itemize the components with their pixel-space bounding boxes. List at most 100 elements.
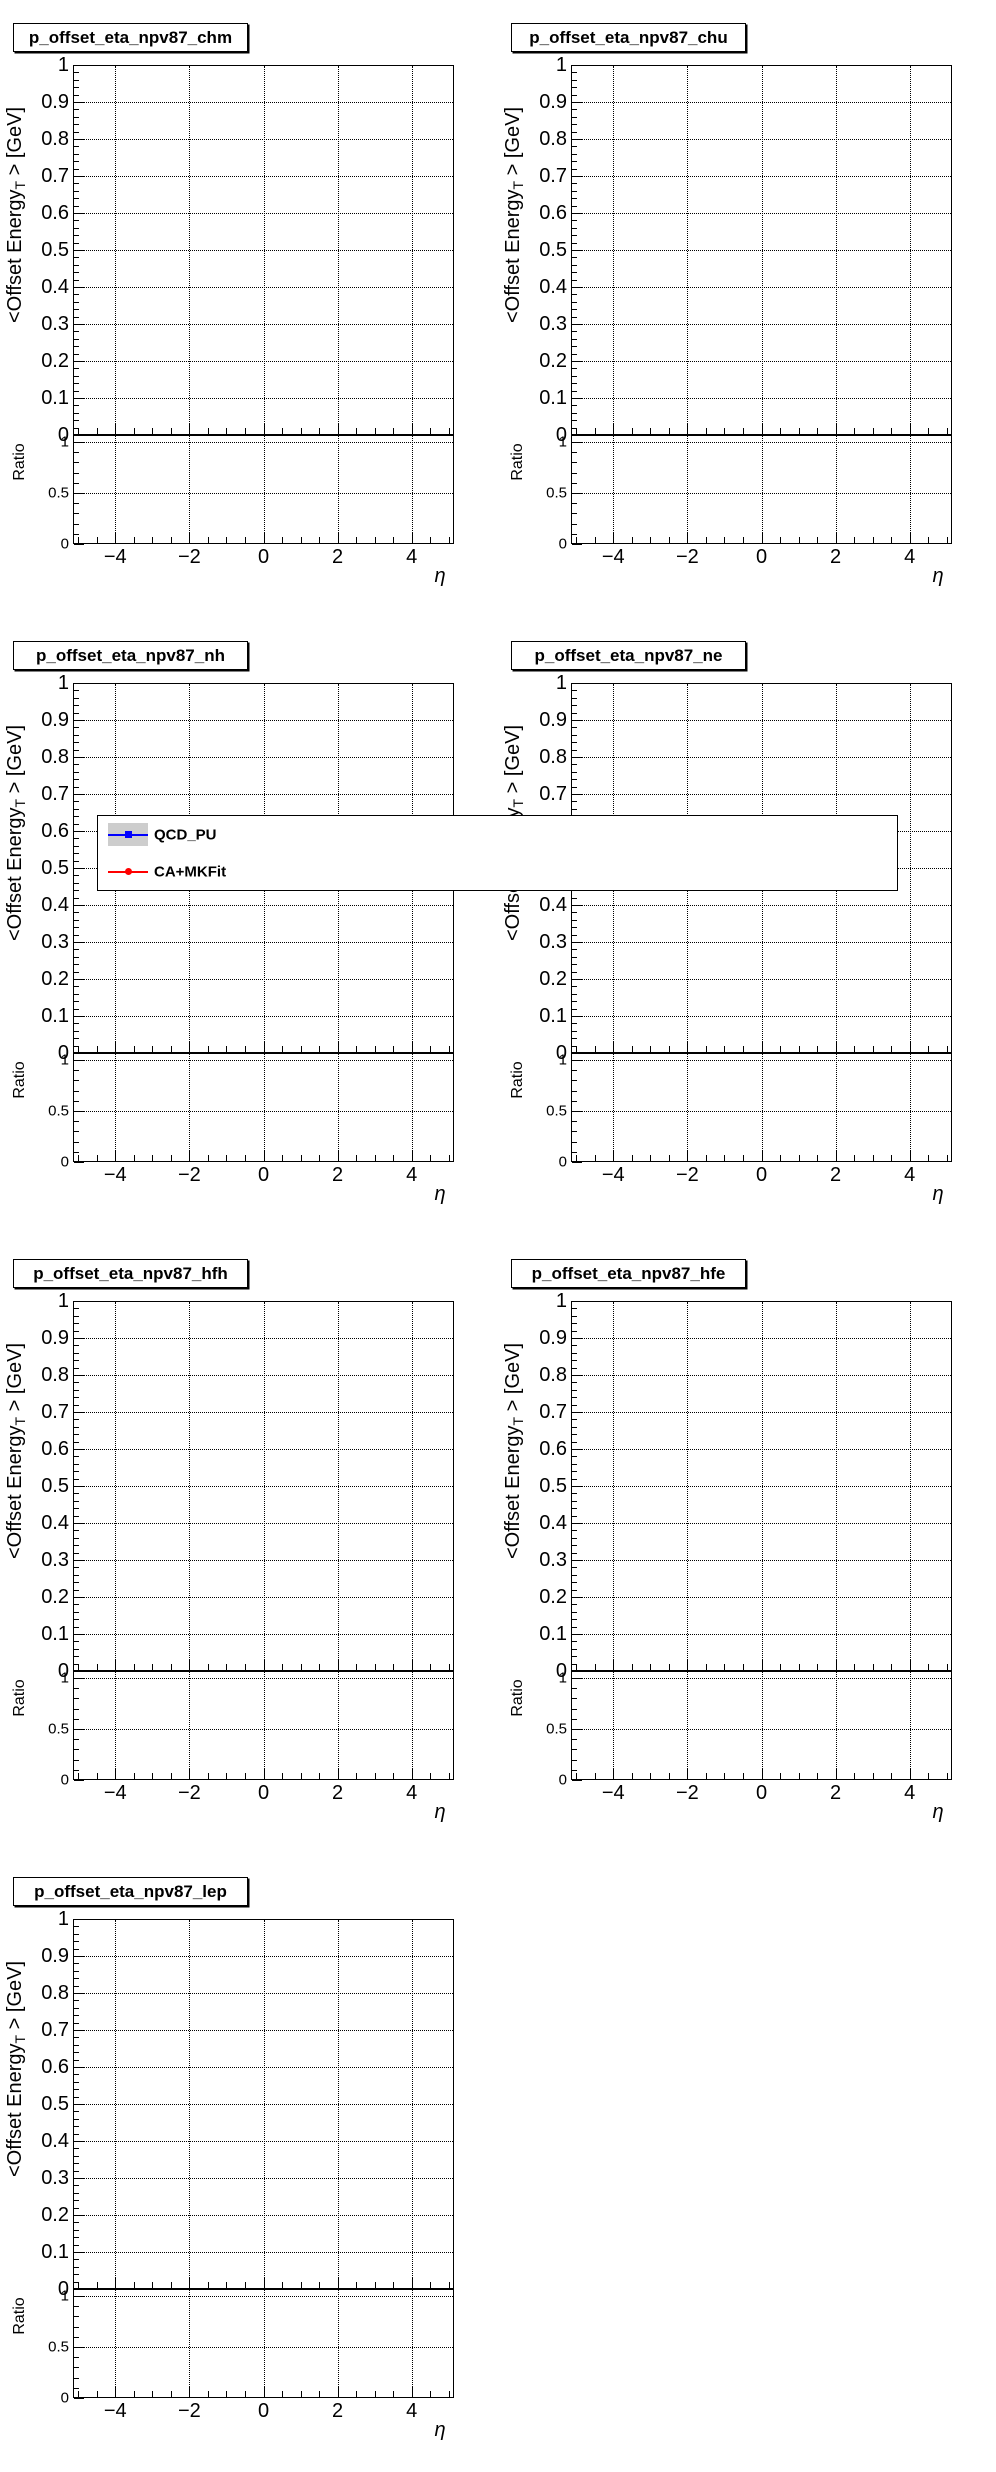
ratio-y-axis-tick (572, 493, 582, 494)
ratio-y-axis-tick (74, 1141, 79, 1143)
ratio-y-axis-tick (572, 1141, 577, 1143)
ratio-y-axis-tick (74, 1090, 79, 1092)
y-axis-tick (572, 1323, 577, 1325)
y-axis-tick (572, 94, 577, 96)
y-axis-tick (572, 779, 577, 781)
y-axis-tick (74, 831, 85, 832)
x-axis-tick (263, 1041, 265, 1052)
y-axis-tick (74, 1919, 85, 1920)
gridline-horizontal (572, 176, 951, 177)
y-axis-tick (74, 934, 79, 936)
x-axis-tick (430, 1664, 432, 1670)
x-axis-tick (891, 428, 893, 434)
x-axis-tick (668, 1773, 670, 1779)
ratio-y-axis-tick (74, 472, 79, 474)
x-axis-tick (761, 1659, 763, 1670)
x-axis-tick (152, 537, 154, 543)
y-axis-tick (572, 1441, 577, 1443)
y-axis-tick (74, 986, 79, 988)
gridline-horizontal (572, 905, 951, 906)
y-axis-tick (74, 2000, 79, 2002)
y-axis-tick (74, 375, 79, 377)
main-y-tick-label: 0.4 (41, 2130, 69, 2152)
y-axis-tick (572, 1582, 577, 1584)
y-axis-tick (572, 1626, 577, 1628)
ratio-y-axis-tick (572, 1090, 577, 1092)
x-axis-tick (337, 2277, 339, 2288)
x-axis-tick (96, 2391, 98, 2397)
x-axis-tick (817, 1046, 819, 1052)
ratio-y-axis-tick (74, 2347, 84, 2348)
gridline-vertical (835, 1672, 837, 1779)
y-axis-tick (74, 1641, 79, 1643)
main-y-tick-label: 0.9 (539, 1327, 567, 1349)
x-axis-tick (263, 1150, 265, 1161)
y-axis-tick (74, 942, 85, 943)
x-axis-tick (337, 423, 339, 434)
y-axis-tick (74, 1926, 79, 1928)
gridline-horizontal (74, 1486, 453, 1487)
x-axis-tick (909, 1768, 911, 1779)
y-axis-tick (74, 1530, 79, 1532)
y-axis-tick (74, 2289, 85, 2290)
plot-title: p_offset_eta_npv87_nh (36, 645, 225, 665)
gridline-vertical (761, 1672, 763, 1779)
main-y-tick-label: 0.8 (539, 746, 567, 768)
gridline-horizontal (572, 250, 951, 251)
x-axis-tick (133, 2391, 135, 2397)
y-axis-tick (74, 1493, 79, 1495)
y-axis-tick (74, 1053, 85, 1054)
main-y-tick-label: 0.3 (539, 313, 567, 335)
x-axis-title-eta: η (434, 2419, 446, 2441)
x-axis-tick (724, 537, 726, 543)
ratio-y-axis-tick (74, 1121, 79, 1123)
y-axis-tick (572, 190, 577, 192)
y-axis-tick (572, 942, 583, 943)
x-axis-tick (835, 1659, 837, 1670)
y-axis-tick (572, 897, 577, 899)
gridline-horizontal (74, 2252, 453, 2253)
y-axis-tick (74, 823, 79, 825)
y-axis-tick (74, 2252, 85, 2253)
x-axis-tick (170, 428, 172, 434)
y-axis-tick (572, 749, 577, 751)
x-axis-tick (319, 537, 321, 543)
gridline-vertical (263, 1054, 265, 1161)
y-axis-tick (74, 1567, 79, 1569)
y-axis-tick (74, 361, 85, 362)
x-axis-tick (817, 1155, 819, 1161)
y-axis-tick (74, 1434, 79, 1436)
legend-entry: QCD_PU (98, 816, 897, 853)
x-axis-tick (448, 2282, 450, 2288)
x-axis-tick (152, 1664, 154, 1670)
x-axis-tick (300, 537, 302, 543)
y-axis-tick (74, 1375, 85, 1376)
y-axis-tick (74, 1933, 79, 1935)
gridline-vertical (835, 436, 837, 543)
y-axis-tick (74, 176, 85, 177)
x-tick-label: −2 (177, 546, 201, 568)
x-tick-label: −2 (675, 546, 699, 568)
y-axis-tick (572, 294, 577, 296)
x-axis-tick (631, 1664, 633, 1670)
y-axis-tick (572, 1560, 583, 1561)
y-axis-tick (74, 2089, 79, 2091)
main-y-tick-label: 0.3 (41, 313, 69, 335)
plot-title: p_offset_eta_npv87_chm (28, 27, 233, 47)
y-axis-tick (74, 412, 79, 414)
y-axis-tick (572, 1671, 583, 1672)
y-axis-tick (74, 757, 85, 758)
y-axis-tick (572, 757, 583, 758)
x-axis-tick (207, 1046, 209, 1052)
y-axis-tick (572, 1456, 577, 1458)
y-axis-tick (74, 956, 79, 958)
y-axis-tick (572, 1589, 577, 1591)
x-axis-tick (448, 1155, 450, 1161)
x-axis-tick (356, 2282, 358, 2288)
y-axis-tick (74, 1389, 79, 1391)
gridline-horizontal (572, 361, 951, 362)
y-axis-tick (572, 324, 583, 325)
main-y-tick-label: 0.8 (539, 1364, 567, 1386)
y-axis-tick (74, 742, 79, 744)
y-axis-tick (74, 250, 85, 251)
